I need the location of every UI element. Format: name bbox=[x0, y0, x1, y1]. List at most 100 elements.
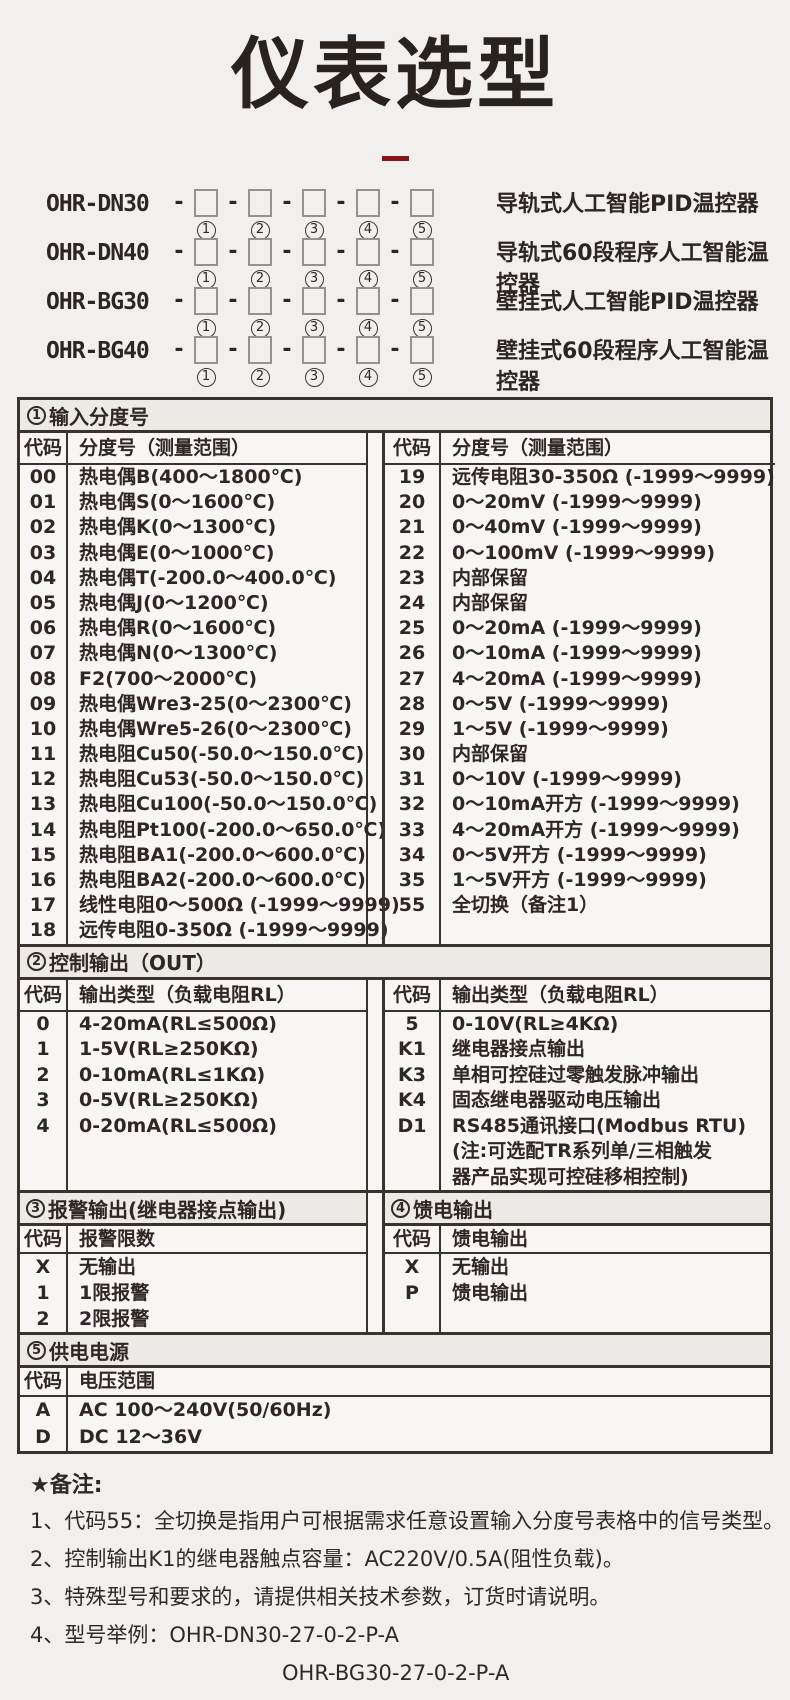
column-divider bbox=[439, 1226, 441, 1333]
code-cell: 07 bbox=[29, 642, 57, 665]
code-cell: 5 bbox=[405, 1012, 419, 1035]
code-cell: 21 bbox=[398, 516, 426, 539]
dash-separator: - bbox=[282, 190, 292, 215]
model-row: OHR-BG30 - 1 - bbox=[46, 287, 790, 338]
desc-cell: 0～5V (-1999～9999) bbox=[452, 692, 669, 715]
model-code-segment: - 4 bbox=[330, 238, 384, 289]
dash-separator: - bbox=[336, 337, 346, 362]
code-cell: 25 bbox=[398, 617, 426, 640]
model-code-boxes: - 1 - 2 bbox=[168, 189, 470, 240]
code-cell: 2 bbox=[36, 1063, 50, 1086]
table-row: 06 热电偶R(0～1600℃) bbox=[20, 616, 366, 641]
table-row: 14 热电阻Pt100(-200.0～650.0℃) bbox=[20, 818, 386, 843]
header-code: 代码 bbox=[23, 1228, 62, 1251]
desc-cell: 热电阻BA2(-200.0～600.0℃) bbox=[79, 869, 366, 891]
section-alarm-title: 3 报警输出(继电器接点输出) bbox=[20, 1193, 366, 1227]
table-row: 16 热电阻BA2(-200.0～600.0℃) bbox=[20, 868, 366, 893]
code-cell bbox=[385, 1139, 439, 1165]
code-position: 1 bbox=[190, 287, 222, 338]
dash-separator: - bbox=[336, 190, 346, 215]
code-placeholder-box bbox=[302, 336, 326, 364]
dash-separator: - bbox=[336, 239, 346, 264]
desc-cell: 线性电阻0～500Ω (-1999～9999) bbox=[79, 894, 400, 917]
code-cell: 1 bbox=[36, 1038, 50, 1061]
remarks-title: ★备注: bbox=[30, 1473, 103, 1499]
table-row: 01 热电偶S(0～1600℃) bbox=[20, 490, 366, 515]
input-table-right: 代码 分度号（测量范围） 19 远传电阻30-350Ω (-1999～9999)… bbox=[382, 433, 775, 944]
code-cell: 09 bbox=[29, 692, 57, 715]
table-row: 27 4～20mA (-1999～9999) bbox=[385, 667, 775, 692]
desc-cell: 远传电阻0-350Ω (-1999～9999) bbox=[79, 919, 389, 942]
desc-cell: F2(700～2000℃) bbox=[79, 667, 258, 690]
position-number-icon: 1 bbox=[196, 368, 216, 387]
code-position: 5 bbox=[406, 336, 438, 387]
code-cell: 05 bbox=[29, 591, 57, 614]
desc-cell: 0-10mA(RL≤1KΩ) bbox=[79, 1063, 266, 1086]
desc-cell: 器产品实现可控硅移相控制) bbox=[452, 1165, 689, 1188]
alarm-table: 3 报警输出(继电器接点输出) 代码 报警限数 X 无输出 bbox=[20, 1193, 368, 1333]
model-code-segment: - 4 bbox=[330, 287, 384, 338]
table-row: 04 热电偶T(-200.0～400.0℃) bbox=[20, 566, 366, 591]
table-row: 0 4-20mA(RL≤500Ω) bbox=[20, 1012, 366, 1038]
code-cell: D bbox=[35, 1426, 51, 1449]
code-placeholder-box bbox=[194, 238, 218, 266]
feed-rows: X 无输出 P 馈电输出 bbox=[385, 1254, 770, 1306]
code-cell: 22 bbox=[398, 541, 426, 564]
model-code-segment: - 5 bbox=[384, 238, 438, 289]
desc-cell: 热电偶K(0～1300℃) bbox=[79, 516, 277, 539]
output-right-rows: 5 0-10V(RL≥4KΩ) K1 继电器接点输出 K3 单相可控硅过零触发脉… bbox=[385, 1012, 770, 1191]
desc-cell: AC 100～240V(50/60Hz) bbox=[79, 1399, 332, 1422]
code-cell: 00 bbox=[29, 466, 57, 488]
column-divider bbox=[66, 979, 68, 1191]
table-row: 29 1～5V (-1999～9999) bbox=[385, 717, 775, 742]
code-placeholder-box bbox=[410, 189, 434, 217]
remark-model-example-2: OHR-BG30-27-0-2-P-A bbox=[282, 1661, 510, 1686]
code-placeholder-box bbox=[302, 189, 326, 217]
table-row: 22 0～100mV (-1999～9999) bbox=[385, 541, 775, 566]
circled-number-icon: 4 bbox=[391, 1198, 410, 1218]
model-code-segment: - 1 bbox=[168, 287, 222, 338]
power-rows: A AC 100～240V(50/60Hz) D DC 12～36V bbox=[20, 1397, 770, 1451]
desc-cell: DC 12～36V bbox=[79, 1426, 202, 1449]
dash-separator: - bbox=[174, 337, 184, 362]
dash-separator: - bbox=[282, 288, 292, 313]
page-title: 仪表选型 bbox=[230, 30, 559, 120]
model-code: OHR-DN40 bbox=[46, 240, 150, 266]
output-table-left: 代码 输出类型（负载电阻RL） 0 4-20mA(RL≤500Ω) 1 1-5V… bbox=[20, 979, 368, 1191]
selection-tables: 1 输入分度号 代码 分度号（测量范围） 00 热电偶B(400～1800℃) bbox=[17, 397, 775, 1455]
model-description: 壁挂式60段程序人工智能温控器 bbox=[496, 339, 769, 395]
table-header-row: 代码 分度号（测量范围） bbox=[20, 433, 366, 465]
code-position: 3 bbox=[298, 238, 330, 289]
code-cell: 10 bbox=[29, 717, 57, 740]
table-row: 21 0～40mV (-1999～9999) bbox=[385, 515, 775, 540]
desc-cell: 单相可控硅过零触发脉冲输出 bbox=[452, 1063, 700, 1086]
feed-table: 4 馈电输出 代码 馈电输出 X 无输出 bbox=[382, 1193, 770, 1333]
dash-separator: - bbox=[228, 288, 238, 313]
model-code-segment: - 4 bbox=[330, 336, 384, 387]
section-input: 1 输入分度号 代码 分度号（测量范围） 00 热电偶B(400～1800℃) bbox=[17, 397, 775, 947]
title-divider-dash bbox=[381, 156, 409, 161]
code-placeholder-box bbox=[194, 336, 218, 364]
table-row: 05 热电偶J(0～1200℃) bbox=[20, 591, 366, 616]
model-code-segment: - 4 bbox=[330, 189, 384, 240]
model-code-segment: - 1 bbox=[168, 336, 222, 387]
half-gap bbox=[368, 433, 382, 944]
desc-cell: 内部保留 bbox=[452, 591, 529, 614]
table-row: X 无输出 bbox=[385, 1254, 770, 1280]
table-row: 2 0-10mA(RL≤1KΩ) bbox=[20, 1063, 366, 1089]
code-position: 2 bbox=[244, 336, 276, 387]
desc-cell: 1～5V开方 (-1999～9999) bbox=[452, 869, 707, 891]
table-row: 1 1-5V(RL≥250KΩ) bbox=[20, 1037, 366, 1063]
desc-cell: 0-5V(RL≥250KΩ) bbox=[79, 1089, 259, 1112]
code-cell: 19 bbox=[398, 466, 426, 488]
table-row: 18 远传电阻0-350Ω (-1999～9999) bbox=[20, 918, 389, 943]
header-code: 代码 bbox=[23, 983, 62, 1006]
dash-separator: - bbox=[174, 239, 184, 264]
code-cell: 30 bbox=[398, 743, 426, 766]
code-position: 5 bbox=[406, 287, 438, 338]
model-code-segment: - 3 bbox=[276, 287, 330, 338]
dash-separator: - bbox=[174, 190, 184, 215]
desc-cell: 馈电输出 bbox=[452, 1282, 529, 1305]
dash-separator: - bbox=[390, 337, 400, 362]
code-cell: 24 bbox=[398, 591, 426, 614]
